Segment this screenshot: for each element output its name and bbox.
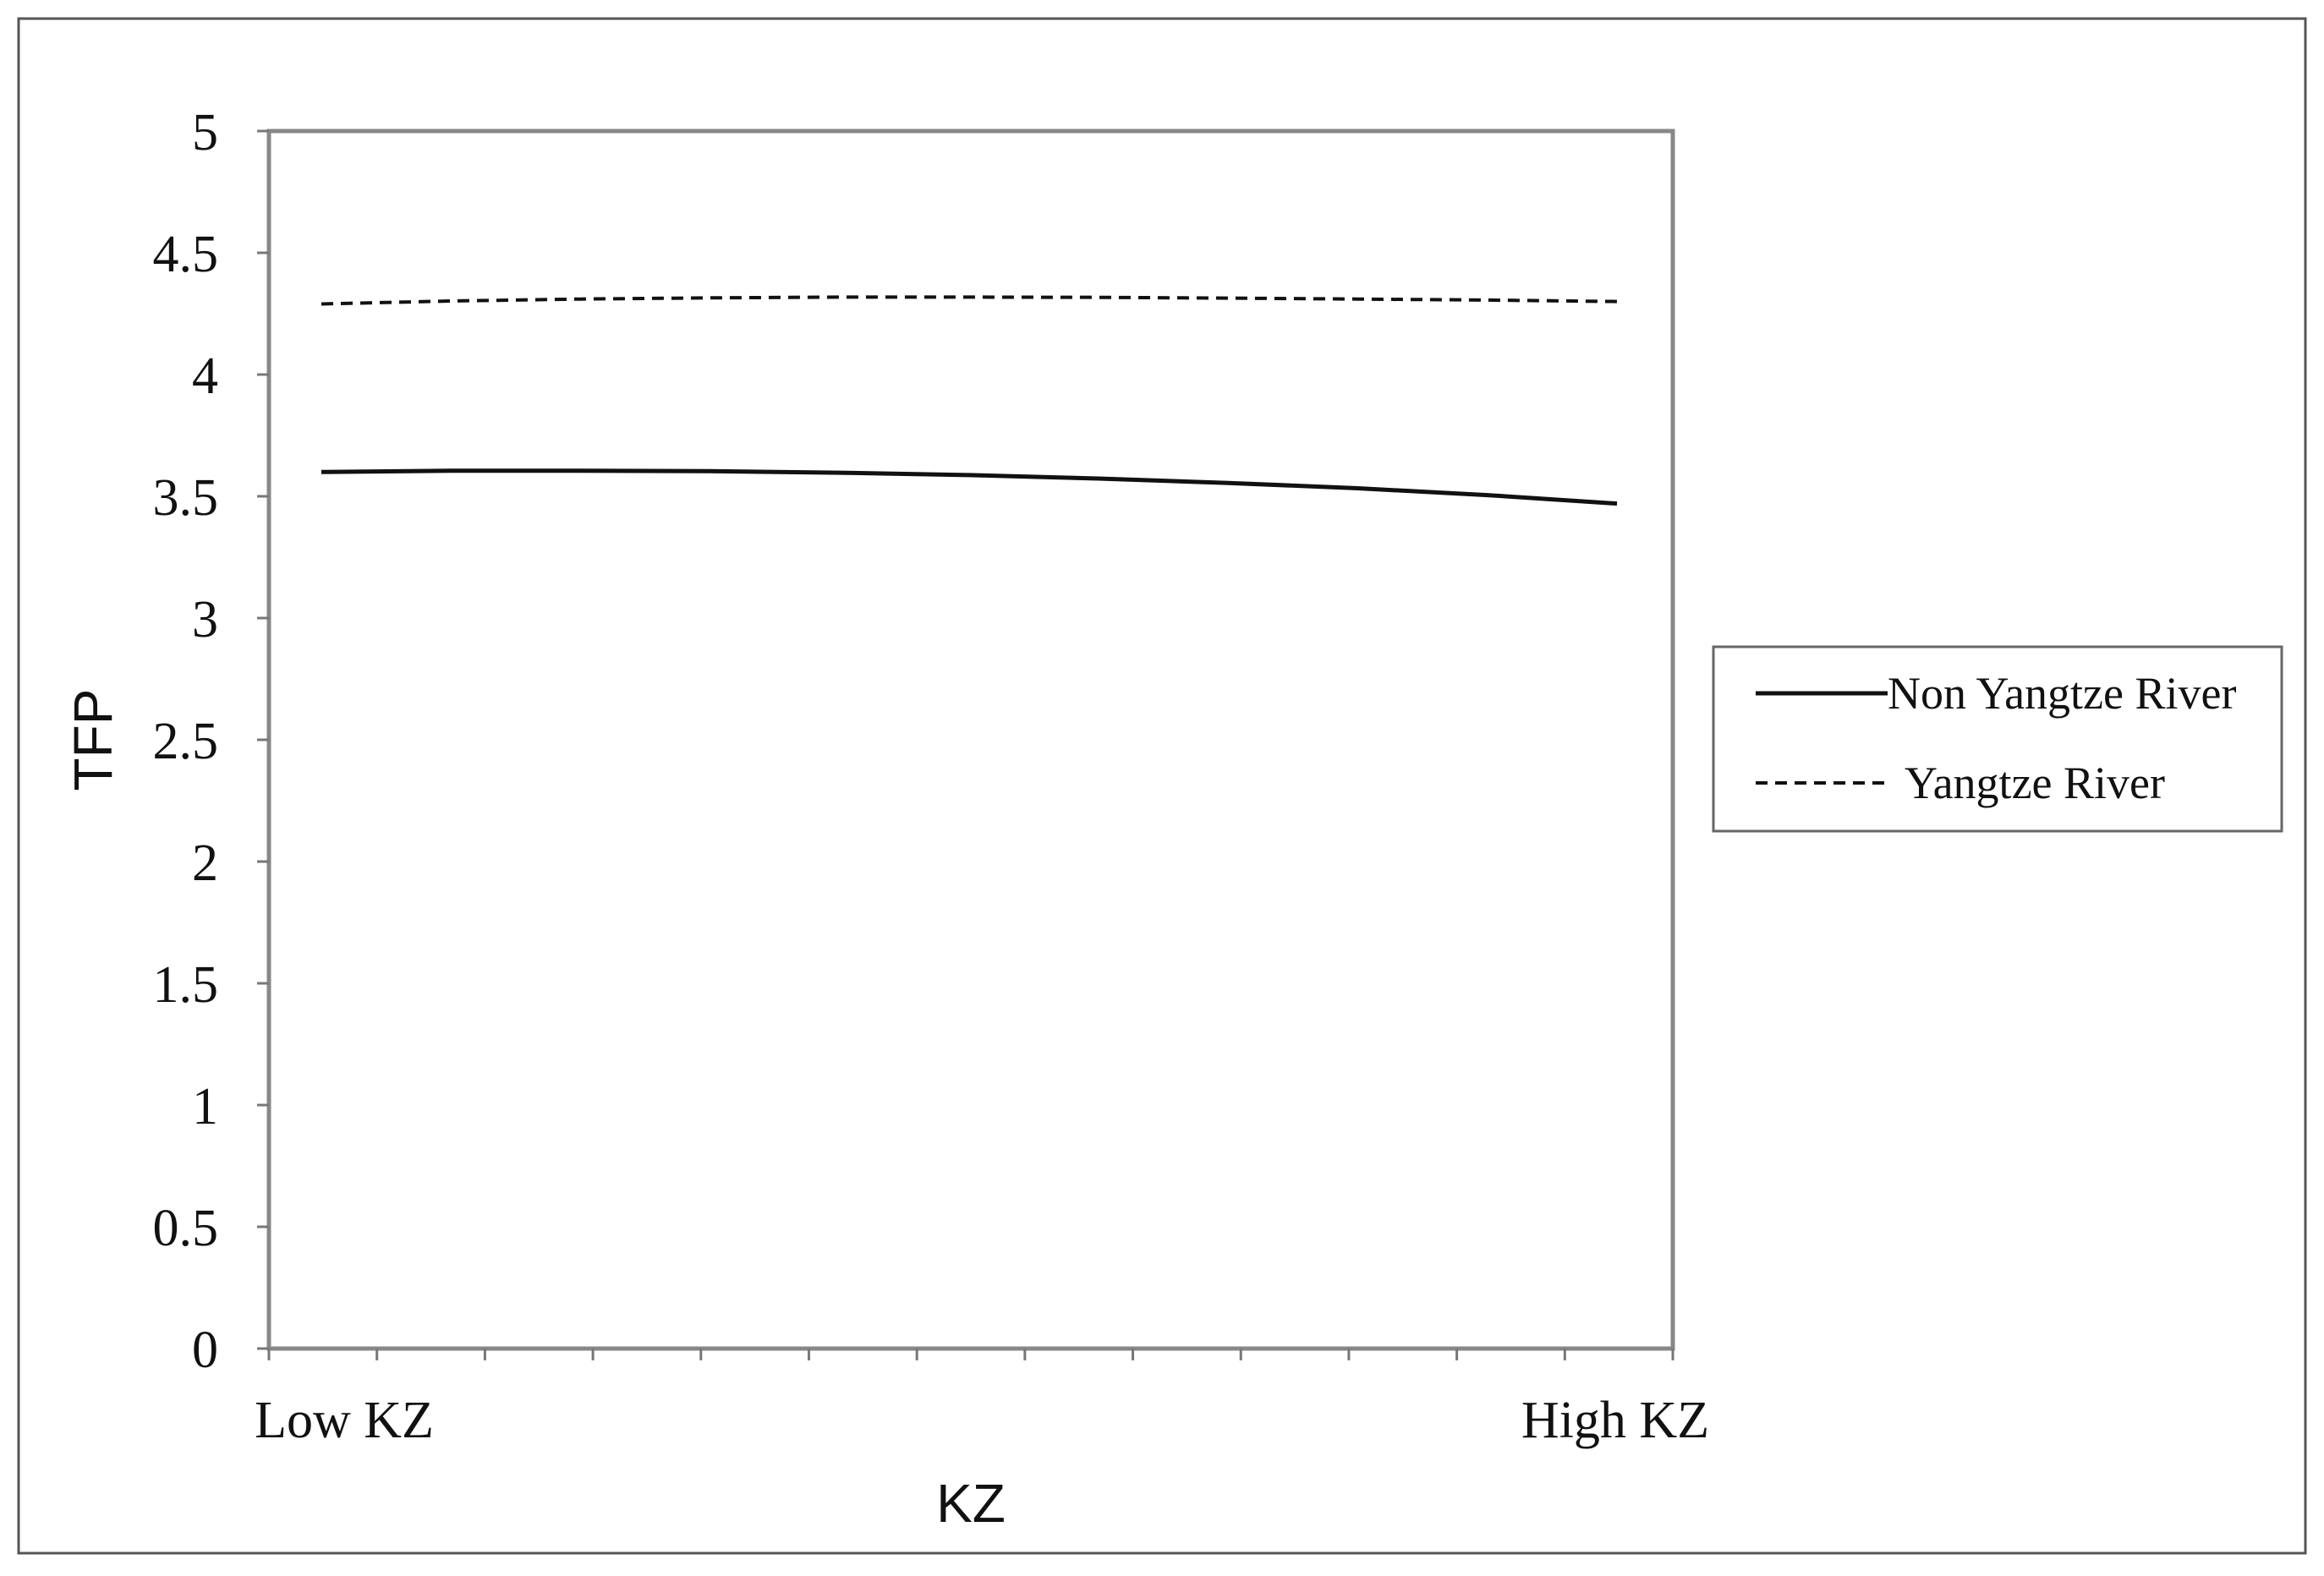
y-axis-title: TFP <box>63 689 123 791</box>
legend: Non Yangtze River Yangtze River <box>1712 645 2283 833</box>
y-tick-label: 2.5 <box>153 713 219 770</box>
x-tick-label: High KZ <box>1521 1392 1709 1449</box>
legend-label: Non Yangtze River <box>1888 668 2236 719</box>
x-axis: Low KZ High KZ <box>255 1349 1709 1449</box>
y-tick-label: 1 <box>192 1078 218 1135</box>
y-tick-label: 3.5 <box>153 469 219 527</box>
plot-area <box>266 129 1675 1351</box>
legend-items: Non Yangtze River Yangtze River <box>1756 668 2236 808</box>
y-tick-label: 5 <box>192 104 218 161</box>
legend-label: Yangtze River <box>1905 758 2165 808</box>
y-tick-label: 0 <box>192 1322 218 1379</box>
x-tick-label: Low KZ <box>255 1392 434 1449</box>
y-tick-label: 3 <box>192 591 218 648</box>
y-tick-label: 4 <box>192 347 218 405</box>
x-axis-title: KZ <box>936 1473 1006 1534</box>
series-line-1 <box>321 295 1618 306</box>
y-tick-label: 4.5 <box>153 226 219 283</box>
y-tick-label: 0.5 <box>153 1200 219 1257</box>
y-tick-label: 2 <box>192 835 218 892</box>
series-layer <box>321 295 1618 506</box>
y-axis: 0 0.5 1 1.5 2 2.5 3 3.5 4 4.5 5 <box>153 104 269 1379</box>
y-tick-label: 1.5 <box>153 956 219 1014</box>
legend-box <box>1712 645 2283 833</box>
series-line-0 <box>321 468 1618 506</box>
